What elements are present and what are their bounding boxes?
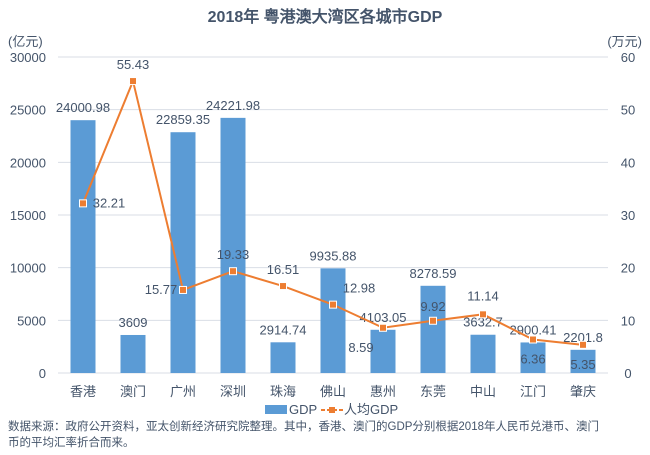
gdp-bar-label: 2914.74 [260, 322, 307, 337]
legend-marker-swatch [329, 407, 335, 413]
gdp-bar-label: 2201.8 [563, 330, 603, 345]
gdp-bar-label: 8278.59 [410, 266, 457, 281]
per-capita-marker [529, 335, 537, 344]
category-label: 珠海 [270, 384, 296, 399]
legend-per-capita-label: 人均GDP [344, 402, 398, 417]
left-tick-label: 30000 [10, 50, 46, 65]
right-tick-label: 30 [621, 208, 635, 223]
footnote-line-1: 数据来源：政府公开资料，亚太创新经济研究院整理。其中，香港、澳门的GDP分别根据… [8, 421, 599, 433]
per-capita-label: 55.43 [117, 57, 150, 72]
left-tick-label: 5000 [17, 313, 46, 328]
right-axis-ticks: 0 10 20 30 40 50 60 [621, 50, 635, 381]
per-capita-marker [429, 316, 437, 325]
per-capita-label: 16.51 [267, 262, 300, 277]
gridlines [58, 56, 608, 374]
gdp-bar-label: 9935.88 [310, 248, 357, 263]
per-capita-labels: 32.21 55.43 15.77 19.33 16.51 12.98 8.59 9.92 11… [93, 57, 596, 372]
footnote-line-2: 币的平均汇率折合而来。 [8, 437, 135, 449]
gdp-bar [220, 117, 246, 373]
category-label: 深圳 [220, 384, 246, 399]
category-label: 中山 [470, 384, 496, 399]
per-capita-marker [579, 340, 587, 349]
per-capita-label: 11.14 [467, 288, 499, 303]
per-capita-line [79, 77, 587, 349]
category-labels: 香港 澳门 广州 深圳 珠海 佛山 惠州 东莞 中山 江门 肇庆 [70, 384, 596, 399]
gdp-bar [270, 342, 296, 373]
category-label: 佛山 [320, 384, 346, 399]
gdp-bar [520, 342, 546, 373]
per-capita-label: 8.59 [348, 340, 373, 355]
gdp-bar-label: 24000.98 [56, 100, 110, 115]
right-axis-unit: (万元) [607, 34, 642, 49]
right-tick-label: 50 [621, 103, 635, 118]
chart-title: 2018年 粤港澳大湾区各城市GDP [208, 7, 443, 26]
gdp-bar [320, 268, 346, 373]
per-capita-label: 12.98 [343, 281, 376, 296]
right-tick-label: 60 [621, 50, 635, 65]
gdp-bar-label: 24221.98 [206, 98, 260, 113]
right-tick-label: 20 [621, 261, 635, 276]
gdp-bar [70, 120, 96, 374]
left-axis-ticks: 0 5000 10000 15000 20000 25000 30000 [10, 50, 46, 381]
gdp-bar [420, 285, 446, 373]
left-axis-unit: (亿元) [8, 34, 43, 49]
legend-gdp-swatch [265, 405, 287, 414]
gdp-bar [570, 349, 596, 373]
per-capita-marker [379, 323, 387, 332]
right-tick-label: 10 [621, 313, 635, 328]
category-label: 惠州 [370, 384, 396, 399]
category-label: 东莞 [420, 384, 446, 399]
gdp-bar-label: 2900.41 [510, 322, 557, 337]
category-label: 广州 [170, 384, 196, 399]
gdp-bar [120, 334, 146, 373]
per-capita-label: 5.35 [570, 357, 595, 372]
gdp-bar [470, 334, 496, 373]
left-tick-label: 15000 [10, 208, 46, 223]
per-capita-marker [329, 300, 337, 309]
right-tick-label: 0 [624, 366, 631, 381]
per-capita-label: 15.77 [145, 282, 178, 297]
left-tick-label: 0 [39, 366, 46, 381]
category-label: 香港 [70, 384, 96, 399]
per-capita-label: 9.92 [420, 299, 445, 314]
gdp-bar-label: 3609 [119, 315, 148, 330]
left-tick-label: 25000 [10, 103, 46, 118]
per-capita-marker [279, 282, 287, 291]
combo-chart: 2018年 粤港澳大湾区各城市GDP (亿元) (万元) 0 5000 10000 1… [8, 7, 642, 417]
left-tick-label: 10000 [10, 261, 46, 276]
per-capita-label: 6.36 [520, 352, 545, 367]
legend-gdp-label: GDP [289, 402, 317, 417]
legend: GDP 人均GDP [265, 402, 398, 417]
per-capita-marker [479, 310, 487, 319]
category-label: 江门 [520, 384, 546, 399]
per-capita-label: 19.33 [217, 247, 250, 262]
category-label: 肇庆 [570, 384, 596, 399]
gdp-bar [370, 329, 396, 373]
left-tick-label: 20000 [10, 155, 46, 170]
per-capita-marker [229, 267, 237, 276]
per-capita-label: 32.21 [93, 195, 126, 210]
gdp-bar-label: 4103.05 [360, 310, 407, 325]
category-label: 澳门 [120, 384, 146, 399]
gdp-bar-label: 22859.35 [156, 112, 210, 127]
per-capita-marker [179, 285, 187, 294]
right-tick-label: 40 [621, 155, 635, 170]
per-capita-marker [79, 199, 87, 208]
per-capita-marker [129, 77, 137, 86]
data-source-note: 数据来源：政府公开资料，亚太创新经济研究院整理。其中，香港、澳门的GDP分别根据… [8, 419, 648, 451]
